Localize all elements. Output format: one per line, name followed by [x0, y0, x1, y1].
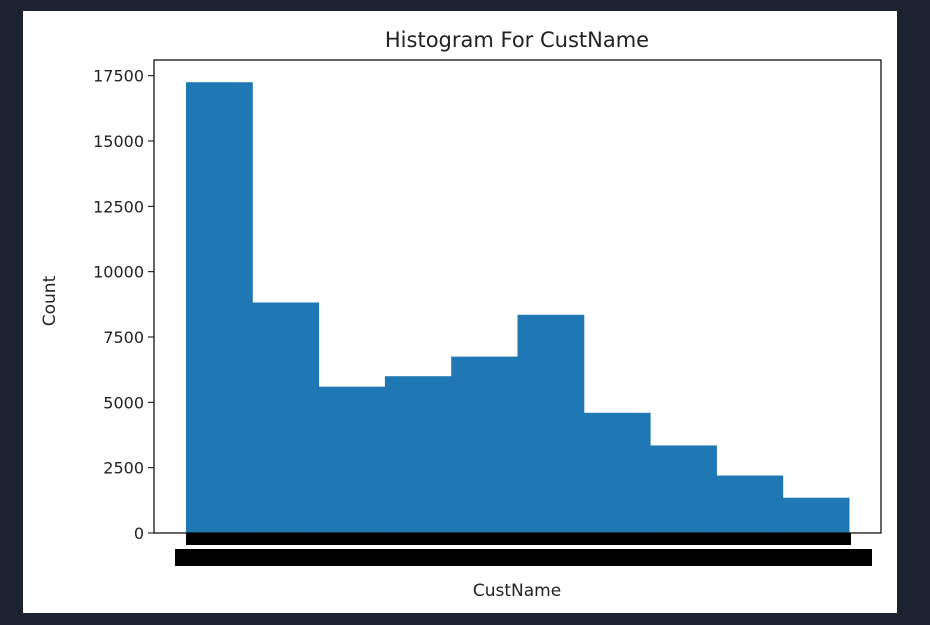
histogram-bar [782, 497, 850, 533]
y-tick-label: 10000 [93, 263, 144, 282]
x-axis-tick-labels [175, 533, 872, 566]
plot-frame [153, 59, 882, 534]
y-tick-label: 15000 [93, 132, 144, 151]
histogram-bar [186, 82, 253, 533]
y-tick-label: 0 [134, 524, 144, 543]
histogram-bar [650, 445, 717, 533]
y-axis-ticks: 0 2500 5000 7500 10000 12500 15000 17500 [93, 67, 154, 543]
histogram-bar [318, 386, 386, 533]
histogram-bar [716, 475, 784, 533]
bars-group [186, 82, 850, 533]
histogram-chart: Histogram For CustName 0 2500 5000 7500 1000… [40, 28, 882, 601]
overlapping-x-tick-labels-row-1 [186, 533, 851, 545]
x-axis-label: CustName [473, 581, 561, 601]
y-tick-label: 12500 [93, 197, 144, 216]
histogram-bar [252, 302, 320, 533]
chart-title: Histogram For CustName [385, 28, 649, 52]
y-tick-label: 2500 [103, 459, 144, 478]
y-tick-label: 17500 [93, 67, 144, 86]
histogram-bar [384, 376, 452, 533]
y-axis-label: Count [40, 275, 60, 326]
histogram-bar [583, 412, 651, 533]
overlapping-x-tick-labels-row-2 [175, 549, 872, 566]
histogram-bar [517, 314, 585, 533]
chart-figure: Histogram For CustName 0 2500 5000 7500 1000… [23, 11, 897, 613]
y-tick-label: 7500 [103, 328, 144, 347]
histogram-bar [451, 356, 518, 533]
y-tick-label: 5000 [103, 393, 144, 412]
